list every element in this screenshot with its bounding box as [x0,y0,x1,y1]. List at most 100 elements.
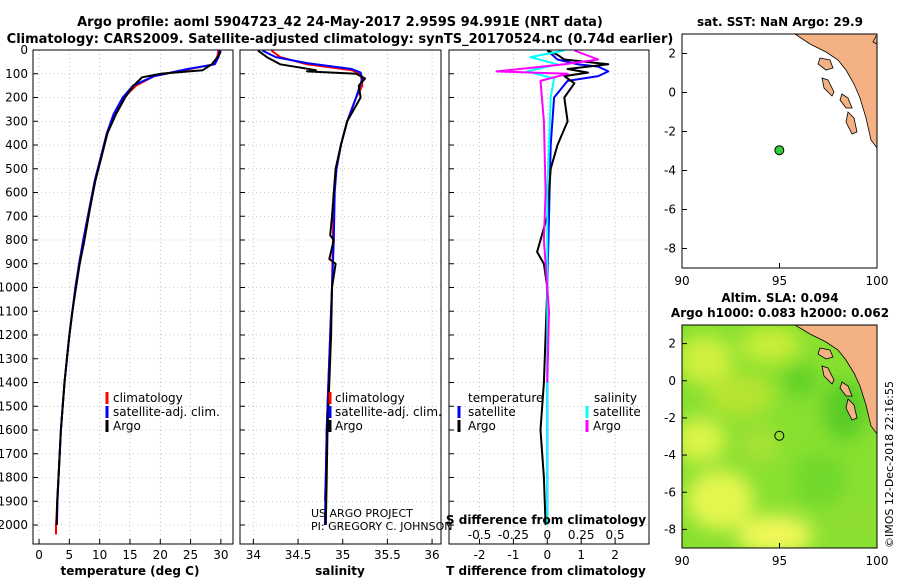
series-t-argo [536,49,610,526]
difference-legend: temperature salinity satellite Argo sate… [457,391,641,433]
legend-s-satellite: satellite [593,405,641,419]
x-tick-label: -1 [507,548,519,562]
depth-tick-label: 1900 [0,494,28,508]
map-x-tick-label: 100 [866,274,889,288]
pi-credit: PI: GREGORY C. JOHNSON [311,520,452,533]
salinity-legend: climatology satellite-adj. clim. Argo [328,391,442,433]
map-x-tick-label: 95 [772,274,787,288]
legend-salinity-title: salinity [594,391,637,405]
sumatra-coast [794,34,877,149]
depth-tick-label: 200 [5,91,28,105]
sla-blob [794,454,846,506]
island-enggano [845,111,858,135]
map-y-tick-label: -8 [664,522,676,536]
map-y-tick-label: 2 [668,47,676,61]
top-tick-label: -0.25 [498,528,529,542]
map-x-tick-label: 90 [674,554,689,568]
difference-x-ticks: -2 -1 0 1 2 [474,539,619,562]
legend-temperature-title: temperature [468,391,543,405]
sla-blob [823,380,867,440]
map-y-tick-label: 2 [668,337,676,351]
series-argo [55,50,222,526]
sla-map-title-1: Altim. SLA: 0.094 [721,291,838,305]
sst-land [794,34,877,149]
imos-credit: ©IMOS 12-Dec-2018 22:16:55 [883,381,896,548]
map-y-tick-label: 0 [668,374,676,388]
salinity-grid [240,49,441,544]
depth-tick-label: 300 [5,114,28,128]
difference-top-ticks: -0.5 -0.25 0 0.25 0.5 [468,528,625,542]
series-argo [257,49,367,526]
x-tick-label: 2 [611,548,619,562]
sla-blob [826,500,874,540]
difference-axes-box [448,49,650,545]
top-tick-label: 0.5 [606,528,625,542]
depth-tick-label: 1400 [0,376,28,390]
depth-tick-label: 400 [5,138,28,152]
map-y-tick-label: -4 [664,164,676,178]
series-s-argo [495,49,600,383]
depth-tick-label: 0 [20,43,28,57]
depth-tick-label: 1300 [0,352,28,366]
temperature-series [55,50,222,535]
x-tick-label: 34.5 [285,548,312,562]
sla-map-title-2: Argo h1000: 0.083 h2000: 0.062 [671,306,889,320]
depth-tick-label: 700 [5,209,28,223]
temperature-legend: climatology satellite-adj. clim. Argo [105,391,220,433]
sst-map-title: sat. SST: NaN Argo: 29.9 [697,15,863,29]
salinity-series [257,49,367,526]
difference-panel: temperature salinity satellite Argo sate… [446,49,650,578]
sla-blob [782,364,818,396]
sla-blob [740,427,780,463]
top-tick-label: -0.5 [468,528,491,542]
map-x-tick-label: 95 [772,554,787,568]
series-climatology [55,50,220,535]
depth-tick-label: 1800 [0,471,28,485]
island-nias [821,77,835,97]
sla-argo-marker [774,430,785,441]
legend-s-argo: Argo [593,419,621,433]
depth-tick-label: 1700 [0,447,28,461]
sla-map-ticks: 90 95 100 2 0 -2 -4 -6 -8 [664,337,888,568]
map-x-tick-label: 100 [866,554,889,568]
sla-blob [740,327,800,363]
depth-tick-label: 1000 [0,281,28,295]
x-tick-label: 5 [66,548,74,562]
x-tick-label: 0 [35,548,43,562]
map-y-tick-label: -2 [664,125,676,139]
title-line-1: Argo profile: aoml 5904723_42 24-May-201… [77,15,603,30]
map-y-tick-label: 0 [668,86,676,100]
legend-t-argo: Argo [468,419,496,433]
map-y-tick-label: -4 [664,448,676,462]
salinity-xlabel: salinity [315,564,365,578]
sumatra-coast [794,325,877,435]
x-tick-label: 15 [122,548,137,562]
map-y-tick-label: -8 [664,242,676,256]
title-line-2: Climatology: CARS2009. Satellite-adjuste… [7,32,674,47]
sla-blob [686,470,754,530]
x-tick-label: 36 [424,548,439,562]
x-tick-label: 1 [577,548,585,562]
difference-series [495,49,610,526]
sla-blob [737,515,813,548]
map-x-tick-label: 90 [674,274,689,288]
map-y-tick-label: -2 [664,411,676,425]
depth-tick-label: 1200 [0,328,28,342]
x-tick-label: -2 [474,548,486,562]
legend-satellite: satellite-adj. clim. [335,405,442,419]
depth-y-ticks: 0 100 200 300 400 500 600 700 800 900 1000 1100 1200… [0,43,28,532]
x-tick-label: 0 [543,548,551,562]
salinity-axes-box [239,49,442,545]
sla-blob [706,373,774,417]
temperature-x-ticks: 0 5 10 15 20 25 30 [35,539,229,562]
temperature-panel: climatology satellite-adj. clim. Argo 0 5… [0,43,234,578]
x-tick-label: 30 [213,548,228,562]
x-tick-label: 35 [335,548,350,562]
x-tick-label: 10 [92,548,107,562]
salinity-panel: climatology satellite-adj. clim. Argo US… [239,49,452,578]
x-tick-label: 20 [153,548,168,562]
sst-argo-marker [774,145,785,156]
depth-tick-label: 100 [5,67,28,81]
x-tick-label: 25 [183,548,198,562]
